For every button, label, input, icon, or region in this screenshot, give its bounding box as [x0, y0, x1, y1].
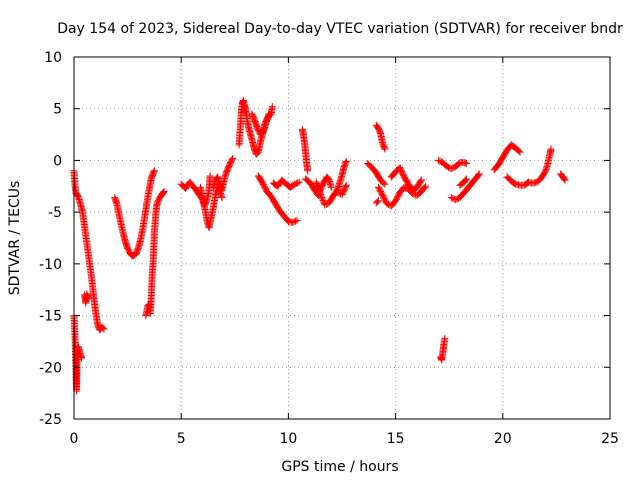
- x-tick-label: 0: [70, 431, 79, 447]
- data-points: [70, 96, 569, 395]
- data-point: [342, 157, 350, 165]
- data-point: [441, 334, 449, 342]
- x-tick-label: 5: [177, 431, 186, 447]
- data-point: [417, 177, 425, 185]
- data-point: [268, 103, 276, 111]
- data-point: [342, 159, 350, 167]
- data-point: [293, 216, 301, 224]
- data-point: [99, 324, 107, 332]
- data-point: [447, 165, 455, 173]
- y-tick-label: -10: [39, 257, 62, 273]
- data-point: [327, 183, 335, 191]
- data-point: [294, 179, 302, 187]
- data-point: [289, 218, 297, 226]
- data-point: [447, 194, 455, 202]
- data-point: [461, 159, 469, 167]
- grid-lines: [74, 57, 610, 419]
- data-point: [380, 179, 388, 187]
- data-point: [295, 178, 303, 186]
- y-tick-label: 5: [53, 102, 62, 118]
- data-point: [381, 180, 389, 188]
- data-point: [381, 145, 389, 153]
- data-point: [452, 196, 460, 204]
- y-tick-label: 10: [44, 50, 62, 66]
- data-point: [78, 354, 86, 362]
- data-point: [560, 175, 568, 183]
- data-point: [304, 167, 312, 175]
- x-axis-label: GPS time / hours: [281, 459, 398, 475]
- data-point: [342, 183, 350, 191]
- data-point: [291, 180, 299, 188]
- data-point: [436, 157, 444, 165]
- data-point: [462, 175, 470, 183]
- data-point: [317, 191, 325, 199]
- x-tick-label: 10: [279, 431, 297, 447]
- data-point: [475, 171, 483, 179]
- data-point: [374, 197, 382, 205]
- x-tick-labels: 0 5 10 15 20 25: [70, 431, 619, 447]
- data-point: [150, 168, 158, 176]
- data-point: [515, 147, 523, 155]
- data-point: [160, 187, 168, 195]
- y-tick-label: -20: [39, 360, 62, 376]
- data-point: [100, 325, 108, 333]
- data-point: [421, 183, 429, 191]
- data-point: [292, 217, 300, 225]
- data-point: [475, 170, 483, 178]
- y-axis-label: SDTVAR / TECUs: [7, 181, 23, 296]
- data-point: [317, 192, 325, 200]
- data-point: [443, 163, 451, 171]
- data-point: [319, 196, 327, 204]
- x-tick-label: 20: [494, 431, 512, 447]
- data-point: [380, 144, 388, 152]
- data-point: [547, 145, 555, 153]
- data-point: [453, 195, 461, 203]
- data-point: [383, 200, 391, 208]
- data-point: [400, 183, 408, 191]
- data-point: [159, 188, 167, 196]
- plot-frame: [73, 56, 611, 420]
- x-tick-label: 25: [601, 431, 619, 447]
- data-point: [218, 194, 226, 202]
- data-point: [202, 197, 210, 205]
- y-tick-label: -5: [48, 205, 62, 221]
- data-point: [449, 164, 457, 172]
- x-tick-label: 15: [387, 431, 405, 447]
- y-tick-labels: -25 -20 -15 -10 -5 0 5 10: [39, 50, 62, 428]
- data-point: [373, 198, 381, 206]
- data-point: [229, 154, 237, 162]
- data-point: [321, 201, 329, 209]
- y-tick-label: -15: [39, 309, 62, 325]
- data-point: [318, 195, 326, 203]
- data-point: [265, 110, 273, 118]
- axis-ticks: [73, 56, 611, 420]
- data-point: [462, 176, 470, 184]
- data-point: [434, 156, 442, 164]
- data-point: [290, 218, 298, 226]
- data-point: [318, 194, 326, 202]
- y-tick-label: 0: [53, 153, 62, 169]
- data-point: [417, 176, 425, 184]
- data-point: [322, 200, 330, 208]
- data-point: [334, 188, 342, 196]
- data-point: [462, 160, 470, 168]
- data-point: [84, 295, 92, 303]
- data-point: [292, 180, 300, 188]
- data-point: [342, 181, 350, 189]
- data-point: [422, 182, 430, 190]
- data-point: [150, 167, 158, 175]
- data-point: [516, 148, 524, 156]
- data-point: [228, 156, 236, 164]
- y-tick-label: -25: [39, 412, 62, 428]
- chart-title: Day 154 of 2023, Sidereal Day-to-day VTE…: [57, 21, 623, 37]
- data-point: [561, 176, 569, 184]
- data-point: [206, 172, 214, 180]
